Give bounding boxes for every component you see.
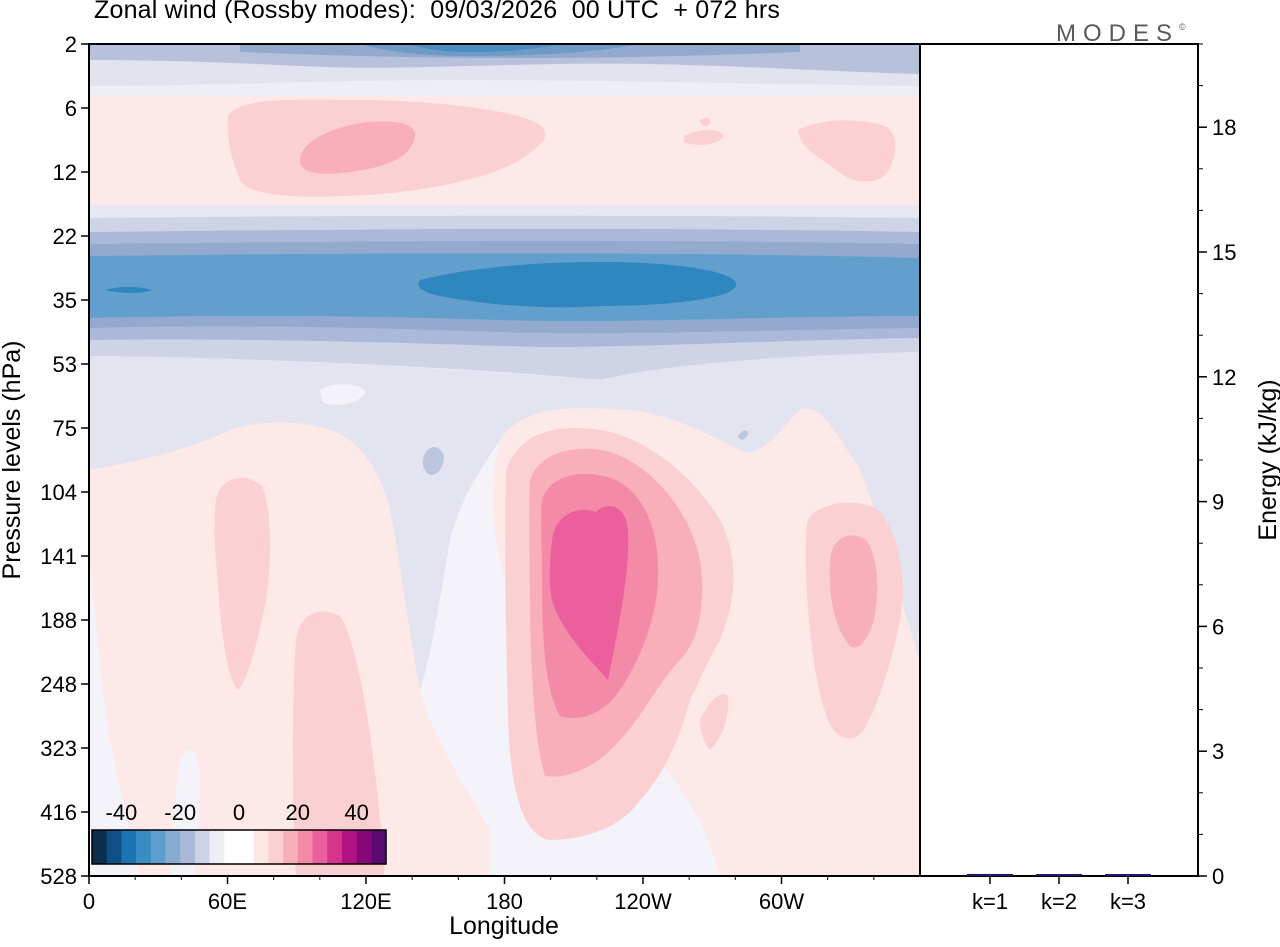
colorbar-swatch xyxy=(136,830,152,864)
y-tick-label: 323 xyxy=(40,736,77,761)
colorbar-swatch xyxy=(106,830,122,864)
x-tick-label: 180 xyxy=(486,889,523,914)
x-tick-label: 120W xyxy=(614,889,672,914)
colorbar-swatch xyxy=(224,830,240,864)
colorbar-swatch xyxy=(209,830,225,864)
energy-bar xyxy=(1036,874,1082,876)
y-tick-label: 248 xyxy=(40,672,77,697)
y-tick-label: 53 xyxy=(53,352,77,377)
energy-tick-label: 9 xyxy=(1212,490,1224,515)
colorbar-label: 40 xyxy=(344,800,368,825)
x-axis: 0 60E 120E 180 120W 60W xyxy=(83,876,875,914)
y-tick-label: 416 xyxy=(40,800,77,825)
energy-panel-frame xyxy=(919,43,1199,877)
energy-axis: 0 3 6 9 12 15 18 xyxy=(1198,43,1236,889)
energy-tick-label: 18 xyxy=(1212,115,1236,140)
y-tick-label: 528 xyxy=(40,864,77,889)
y-axis-label: Pressure levels (hPa) xyxy=(0,341,26,580)
colorbar-swatch xyxy=(180,830,196,864)
y-tick-label: 12 xyxy=(53,160,77,185)
energy-axis-label: Energy (kJ/kg) xyxy=(1254,379,1280,540)
energy-tick-label: 3 xyxy=(1212,739,1224,764)
colorbar-swatch xyxy=(327,830,343,864)
bar-category-label: k=1 xyxy=(972,889,1008,914)
colorbar-frame xyxy=(91,829,387,865)
logo-text: MODES xyxy=(1056,20,1180,47)
bar-category-label: k=3 xyxy=(1110,889,1146,914)
colorbar-label: -40 xyxy=(106,800,138,825)
colorbar-swatch xyxy=(283,830,299,864)
y-tick-label: 6 xyxy=(65,96,77,121)
chart-title: Zonal wind (Rossby modes): 09/03/2026 00… xyxy=(94,0,781,24)
y-tick-label: 2 xyxy=(65,32,77,57)
y-axis: 2 6 12 22 35 53 75 104 141 188 248 323 416 528 xyxy=(40,32,89,889)
x-axis-label: Longitude xyxy=(449,912,559,940)
colorbar: -40 -20 0 20 40 xyxy=(91,800,387,865)
colorbar-swatch xyxy=(194,830,211,864)
energy-bar xyxy=(1105,874,1151,876)
colorbar-label: 0 xyxy=(233,800,245,825)
y-tick-label: 35 xyxy=(53,288,77,313)
energy-tick-label: 12 xyxy=(1212,365,1236,390)
colorbar-swatch xyxy=(356,830,372,864)
colorbar-swatch xyxy=(165,830,181,864)
y-tick-label: 22 xyxy=(53,224,77,249)
energy-bars: k=1 k=2 k=3 xyxy=(967,873,1151,914)
logo-copyright-mark: © xyxy=(1179,22,1186,32)
x-tick-label: 60E xyxy=(208,889,247,914)
colorbar-swatch xyxy=(297,830,313,864)
colorbar-label: 20 xyxy=(286,800,310,825)
colorbar-swatch xyxy=(92,830,108,864)
colorbar-swatch xyxy=(312,830,328,864)
energy-bar xyxy=(967,873,1013,876)
y-tick-label: 188 xyxy=(40,608,77,633)
x-tick-label: 0 xyxy=(83,889,95,914)
contour-field xyxy=(89,44,920,876)
energy-tick-label: 6 xyxy=(1212,614,1224,639)
colorbar-swatch xyxy=(268,830,284,864)
colorbar-swatch xyxy=(150,830,166,864)
colorbar-swatch xyxy=(341,830,358,864)
modes-logo: MODES© xyxy=(1056,20,1186,48)
energy-tick-label: 15 xyxy=(1212,240,1236,265)
x-tick-label: 120E xyxy=(340,889,391,914)
energy-tick-label: 0 xyxy=(1212,864,1224,889)
colorbar-label: -20 xyxy=(164,800,196,825)
x-tick-label: 60W xyxy=(759,889,804,914)
y-tick-label: 104 xyxy=(40,480,77,505)
bar-category-label: k=2 xyxy=(1041,889,1077,914)
colorbar-swatch xyxy=(371,830,387,864)
y-tick-label: 75 xyxy=(53,416,77,441)
colorbar-swatch xyxy=(253,830,269,864)
y-tick-label: 141 xyxy=(40,544,77,569)
colorbar-swatch xyxy=(239,830,255,864)
colorbar-swatch xyxy=(121,830,137,864)
